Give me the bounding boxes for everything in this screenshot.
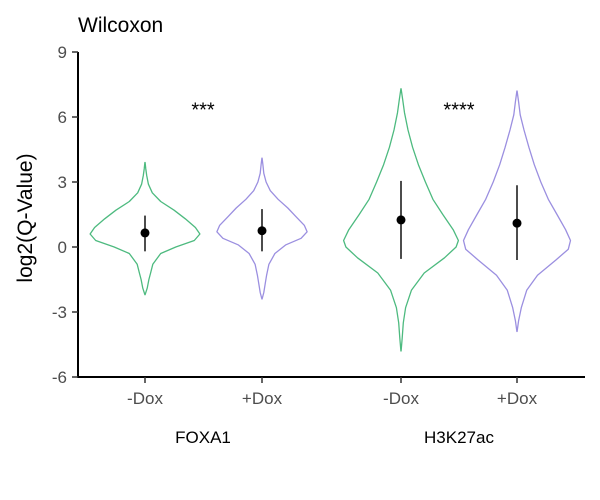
group-label: H3K27ac [424,428,494,447]
violin-h3k27ac-minus-dox [342,88,460,352]
y-tick-label: -6 [52,368,67,387]
median-point [140,228,150,238]
y-tick-label: 0 [58,238,67,257]
x-tick-labels: FOXA1 -Dox +Dox H3K27ac -Dox +Dox [127,377,538,447]
median-point [396,215,406,225]
y-tick-label: -3 [52,303,67,322]
y-axis-label: log2(Q-Value) [14,153,37,282]
violin-h3k27ac-plus-dox [462,90,572,333]
median-point [257,226,267,236]
group-label: FOXA1 [175,428,231,447]
x-tick-label: +Dox [497,389,538,408]
x-tick-label: +Dox [242,389,283,408]
x-tick-label: -Dox [127,389,163,408]
violin-foxa1-minus-dox [89,161,201,296]
significance-label: **** [443,100,474,122]
significance-label: *** [191,100,215,122]
y-ticks: -6 -3 0 3 6 9 [52,43,78,387]
y-tick-label: 6 [58,108,67,127]
y-tick-label: 9 [58,43,67,62]
plot-area: *** **** [89,88,572,352]
violin-foxa1-plus-dox [216,157,308,300]
chart-title: Wilcoxon [78,14,163,37]
x-tick-label: -Dox [383,389,419,408]
y-tick-label: 3 [58,173,67,192]
median-point [512,218,522,228]
